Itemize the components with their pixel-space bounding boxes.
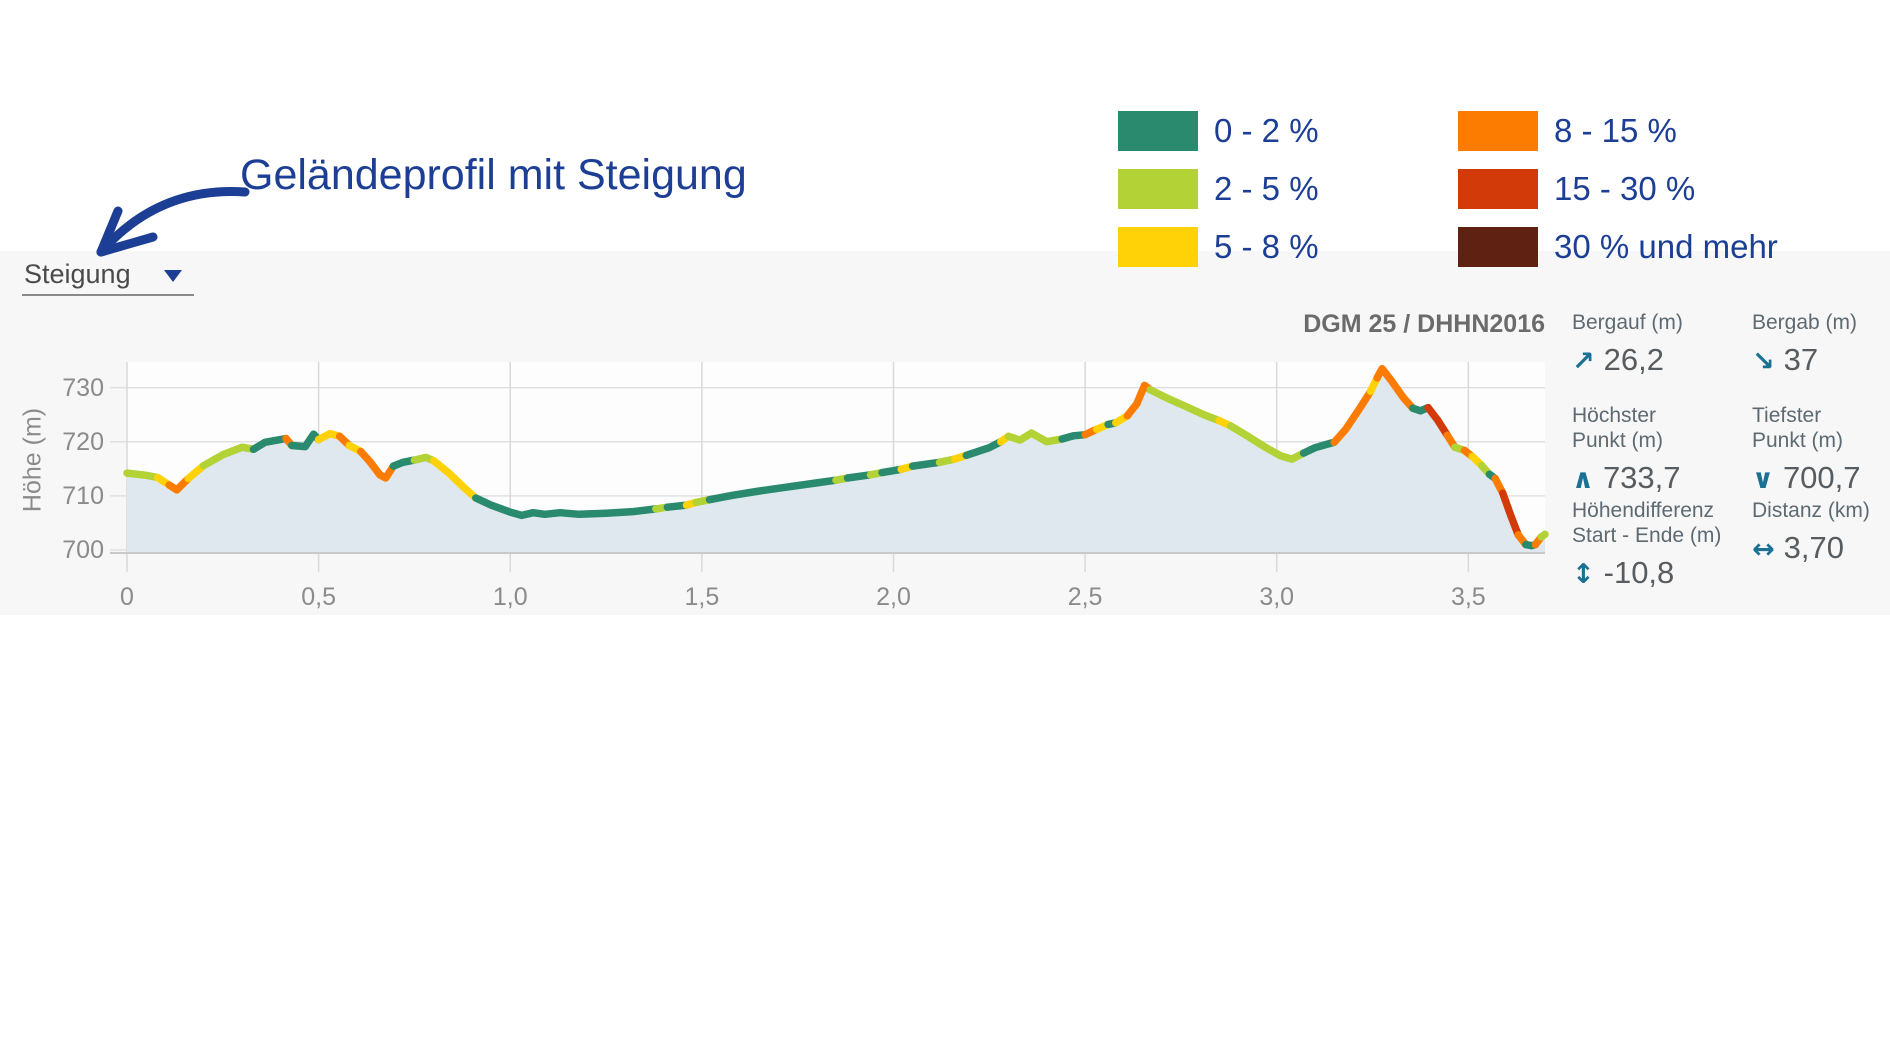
arrow-up-down-icon: ↕ xyxy=(1572,559,1595,590)
legend-label: 15 - 30 % xyxy=(1554,170,1696,207)
stat-distanz-label: Distanz (km) xyxy=(1752,499,1870,522)
annotation-title: Geländeprofil mit Steigung xyxy=(240,151,747,199)
legend-color-swatch xyxy=(1458,227,1538,267)
annotation-arrow xyxy=(96,187,250,257)
legend-color-swatch xyxy=(1118,111,1198,151)
stat-bergauf-value: 26,2 xyxy=(1603,342,1664,377)
stat-hoehendifferenz: Höhendifferenz Start - Ende (m) ↕ -10,8 xyxy=(1572,498,1750,591)
legend-item: 8 - 15 % xyxy=(1458,111,1778,151)
legend-item: 2 - 5 % xyxy=(1118,169,1319,209)
stat-hoehendifferenz-label-line1: Höhendifferenz xyxy=(1572,499,1715,522)
legend-label: 30 % und mehr xyxy=(1554,228,1778,265)
stat-bergauf: Bergauf (m) ↗ 26,2 xyxy=(1572,310,1750,378)
stat-tiefster-value: 700,7 xyxy=(1782,460,1861,495)
elevation-model-source-label: DGM 25 / DHHN2016 xyxy=(1303,310,1545,338)
x-tick-label: 3,5 xyxy=(1450,583,1486,611)
stat-bergab-label: Bergab (m) xyxy=(1752,311,1858,334)
y-tick-label: 710 xyxy=(62,481,104,510)
stat-hoechster-label-line1: Höchster xyxy=(1572,404,1657,427)
x-tick-label: 0,5 xyxy=(301,583,336,611)
y-tick-label: 700 xyxy=(62,536,104,564)
stat-distanz: Distanz (km) ↔ 3,70 xyxy=(1752,498,1890,566)
arrow-up-right-icon: ↗ xyxy=(1572,346,1595,377)
stat-hoechster-label-line2: Punkt (m) xyxy=(1572,429,1664,452)
chart-layers xyxy=(110,362,1549,572)
chevron-down-icon: ∨ xyxy=(1752,464,1774,495)
stat-hoehendifferenz-value: -10,8 xyxy=(1603,555,1675,590)
x-tick-label: 1,5 xyxy=(684,583,720,611)
x-tick-label: 3,0 xyxy=(1259,583,1295,611)
stat-tiefster-label-line1: Tiefster xyxy=(1752,404,1822,427)
stat-tiefster-punkt: Tiefster Punkt (m) ∨ 700,7 xyxy=(1752,403,1890,496)
stat-hoechster-punkt: Höchster Punkt (m) ∧ 733,7 xyxy=(1572,403,1750,496)
legend-color-swatch xyxy=(1458,169,1538,209)
arrow-down-right-icon: ↘ xyxy=(1752,346,1775,377)
arrow-left-right-icon: ↔ xyxy=(1752,534,1775,565)
legend-color-swatch xyxy=(1458,111,1538,151)
steigung-dropdown-label: Steigung xyxy=(24,259,131,289)
chevron-up-icon: ∧ xyxy=(1572,464,1594,495)
legend-color-swatch xyxy=(1118,169,1198,209)
legend-item: 0 - 2 % xyxy=(1118,111,1319,151)
legend-item: 30 % und mehr xyxy=(1458,227,1778,267)
x-tick-label: 2,5 xyxy=(1067,583,1103,611)
stat-hoechster-value: 733,7 xyxy=(1602,460,1681,495)
y-tick-label: 720 xyxy=(62,427,104,456)
y-tick-label: 730 xyxy=(62,373,104,402)
slope-legend-column-1: 0 - 2 % 2 - 5 % 5 - 8 % xyxy=(1118,111,1319,285)
legend-label: 2 - 5 % xyxy=(1214,170,1319,207)
steigung-dropdown[interactable]: Steigung xyxy=(22,256,194,296)
stat-bergab: Bergab (m) ↘ 37 xyxy=(1752,310,1890,378)
legend-item: 15 - 30 % xyxy=(1458,169,1778,209)
legend-label: 0 - 2 % xyxy=(1214,112,1319,149)
legend-color-swatch xyxy=(1118,227,1198,267)
stat-hoehendifferenz-label-line2: Start - Ende (m) xyxy=(1572,524,1722,547)
stat-tiefster-label-line2: Punkt (m) xyxy=(1752,429,1844,452)
stat-bergauf-label: Bergauf (m) xyxy=(1572,311,1683,334)
legend-label: 8 - 15 % xyxy=(1554,112,1677,149)
slope-legend-column-2: 8 - 15 % 15 - 30 % 30 % und mehr xyxy=(1458,111,1778,285)
chevron-down-icon xyxy=(164,270,182,282)
legend-label: 5 - 8 % xyxy=(1214,228,1319,265)
x-tick-label: 1,0 xyxy=(492,583,528,611)
stat-bergab-value: 37 xyxy=(1783,342,1819,377)
legend-item: 5 - 8 % xyxy=(1118,227,1319,267)
stat-distanz-value: 3,70 xyxy=(1783,530,1844,565)
x-tick-label: 2,0 xyxy=(876,583,911,611)
x-tick-label: 0 xyxy=(120,583,134,611)
